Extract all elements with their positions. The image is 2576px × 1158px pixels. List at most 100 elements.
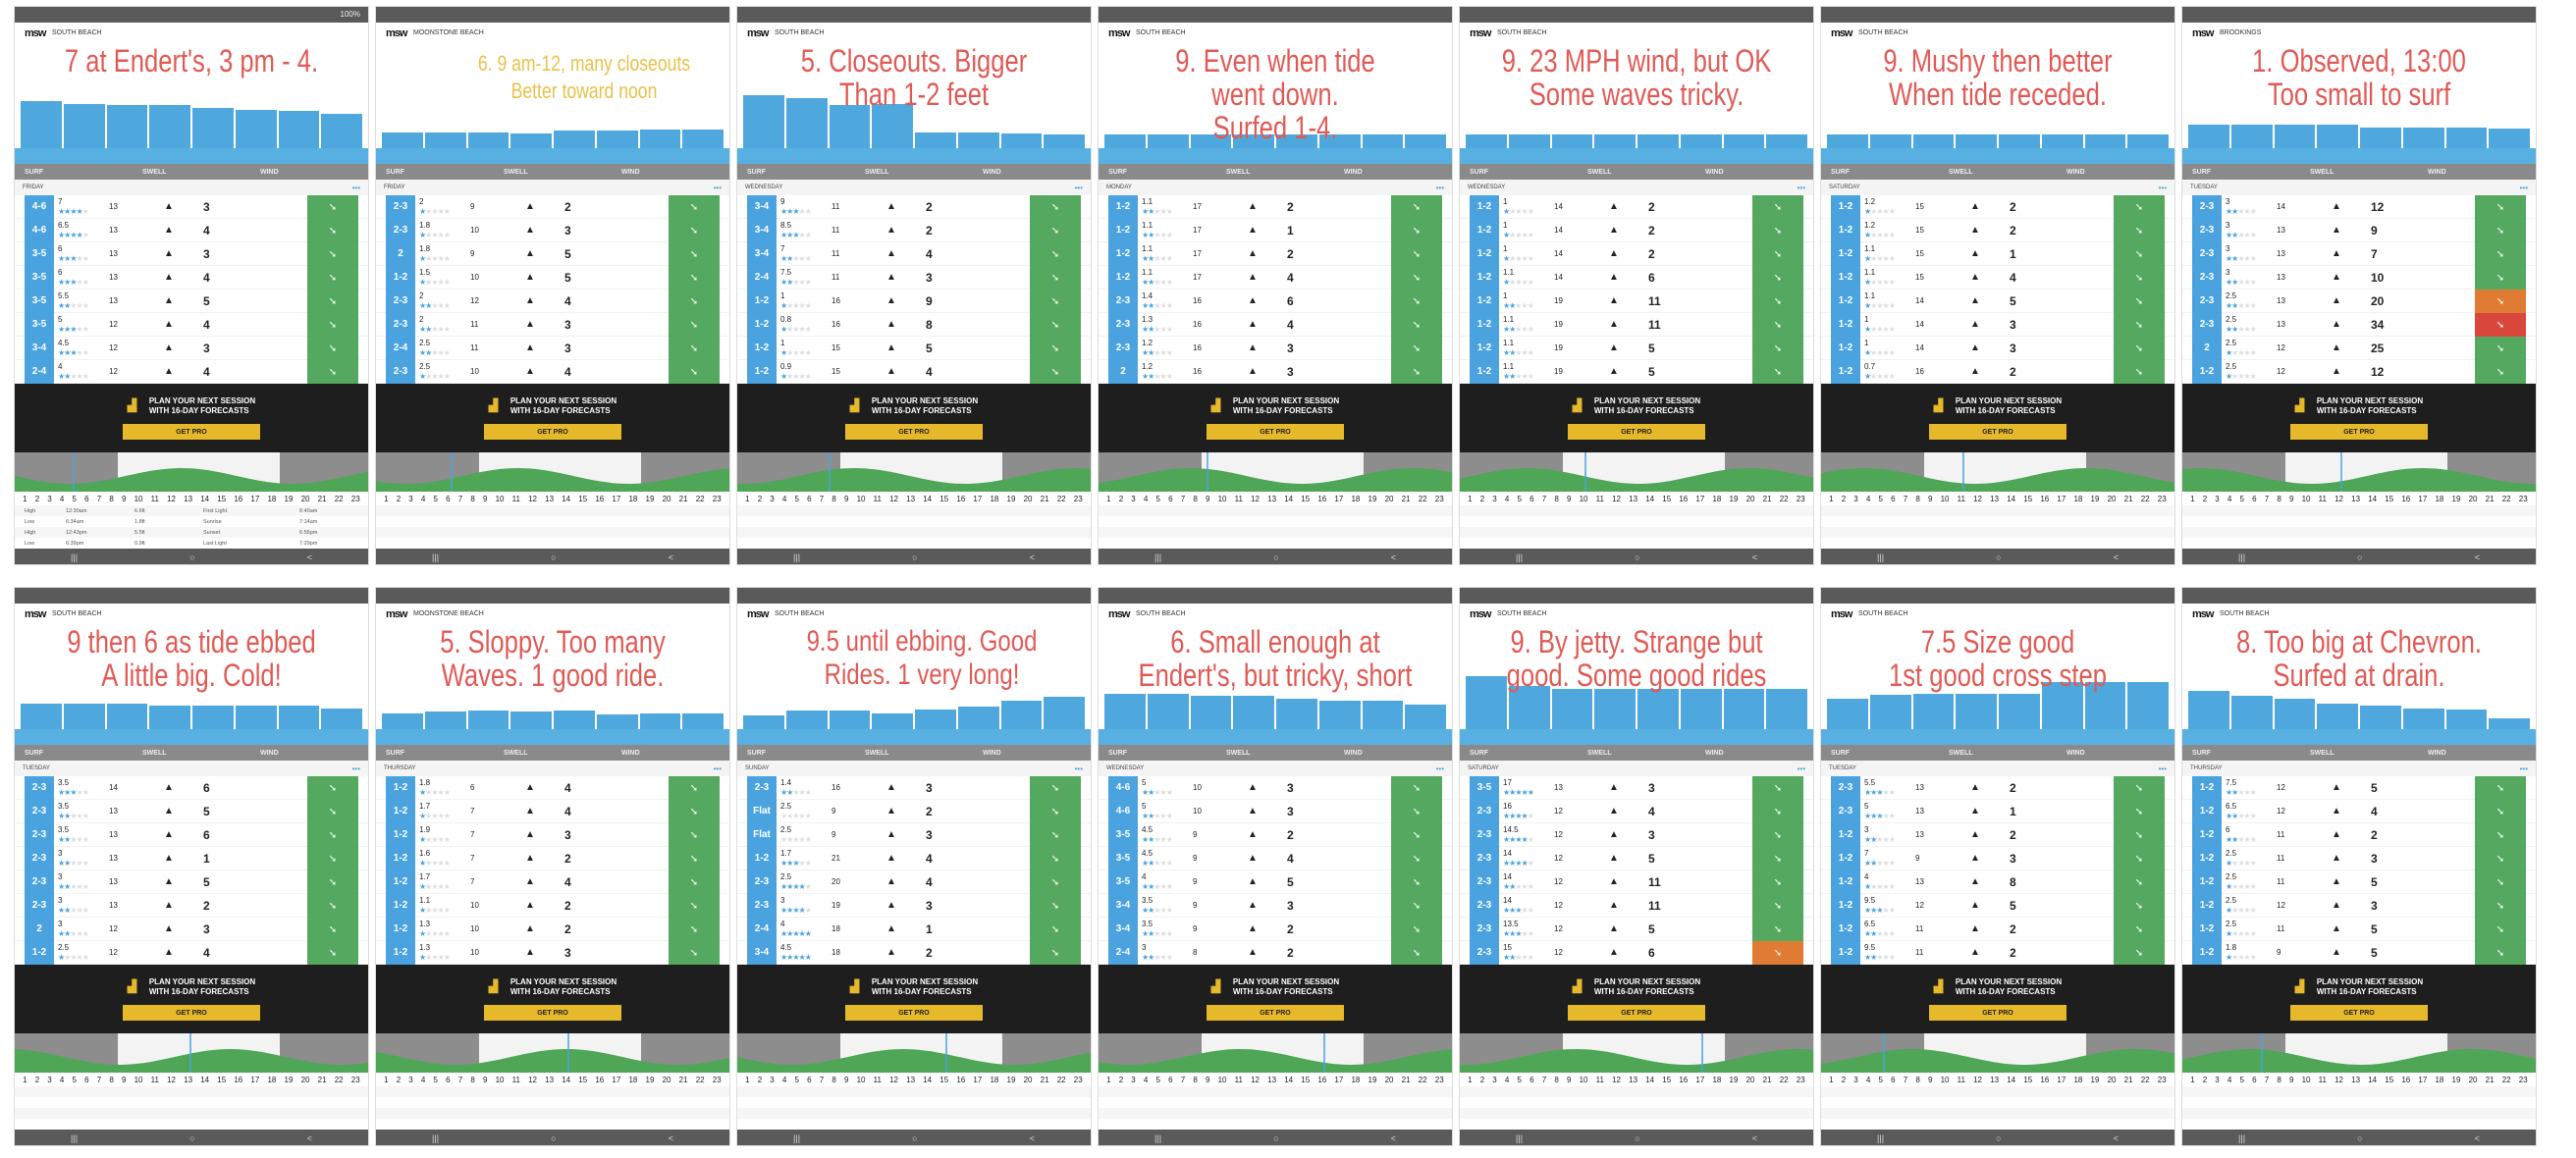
forecast-row[interactable]: 1-2 2.5 ★★★★★ 11 ▲ 5 ➘ — [2182, 917, 2536, 941]
back-button[interactable]: < — [1751, 1133, 1757, 1143]
surf-bar[interactable] — [1405, 704, 1446, 729]
surf-bar[interactable] — [1827, 698, 1868, 729]
recent-apps-button[interactable]: ||| — [1877, 1133, 1885, 1143]
surf-bar[interactable] — [21, 703, 62, 729]
forecast-row[interactable]: 1-2 1.1 ★★★★★ 14 ▲ 5 ➘ — [1821, 289, 2174, 313]
surf-bar[interactable] — [149, 706, 190, 729]
surf-bar[interactable] — [2489, 717, 2530, 729]
back-button[interactable]: < — [2474, 1133, 2480, 1143]
surf-bar[interactable] — [1190, 696, 1232, 729]
forecast-row[interactable]: 3-5 4 ★★★★★ 9 ▲ 5 ➘ — [1099, 869, 1452, 894]
surf-bar[interactable] — [1869, 694, 1911, 729]
home-button[interactable]: ○ — [912, 1133, 918, 1143]
surf-bar[interactable] — [1233, 134, 1274, 148]
surf-bar[interactable] — [785, 97, 828, 148]
forecast-row[interactable]: 3-5 4.5 ★★★★★ 9 ▲ 2 ➘ — [1099, 822, 1452, 847]
surf-bar[interactable] — [63, 703, 105, 729]
forecast-row[interactable]: 1-2 1 ★★★★★ 14 ▲ 3 ➘ — [1821, 336, 2174, 360]
forecast-row[interactable]: 1-2 1 ★★★★★ 14 ▲ 2 ➘ — [1460, 241, 1813, 266]
get-pro-button[interactable]: GET PRO — [2290, 1005, 2428, 1021]
back-button[interactable]: < — [306, 553, 312, 562]
surf-bar[interactable] — [2084, 134, 2126, 148]
forecast-row[interactable]: 1-2 1.6 ★★★★★ 7 ▲ 2 ➘ — [376, 846, 729, 870]
get-pro-button[interactable]: GET PRO — [845, 1005, 983, 1021]
forecast-row[interactable]: 1-2 1.9 ★★★★★ 7 ▲ 3 ➘ — [376, 822, 729, 847]
more-options-icon[interactable]: ••• — [1074, 183, 1083, 192]
surf-bar[interactable] — [1869, 134, 1911, 148]
surf-bar[interactable] — [1362, 701, 1404, 729]
forecast-row[interactable]: 2-3 3 ★★★★★ 14 ▲ 12 ➘ — [2182, 194, 2536, 219]
surf-bar[interactable] — [639, 130, 681, 148]
surf-bar[interactable] — [424, 711, 466, 729]
forecast-row[interactable]: 1-2 0.9 ★★★★★ 15 ▲ 4 ➘ — [737, 359, 1091, 384]
back-button[interactable]: < — [668, 1133, 673, 1143]
surf-bar[interactable] — [1318, 134, 1361, 148]
surf-bar[interactable] — [192, 706, 234, 729]
forecast-row[interactable]: 2-3 2.5 ★★★★★ 13 ▲ 34 ➘ — [2182, 312, 2536, 337]
forecast-row[interactable]: 1-2 1 ★★★★★ 14 ▲ 2 ➘ — [1460, 218, 1813, 242]
forecast-row[interactable]: 2-3 3.5 ★★★★★ 13 ▲ 5 ➘ — [15, 799, 368, 823]
forecast-row[interactable]: 2-3 3.5 ★★★★★ 13 ▲ 6 ➘ — [15, 822, 368, 847]
more-options-icon[interactable]: ••• — [2519, 763, 2528, 773]
forecast-row[interactable]: 1-2 6 ★★★★★ 11 ▲ 2 ➘ — [2182, 822, 2536, 847]
forecast-row[interactable]: 1-2 1.7 ★★★★★ 7 ▲ 4 ➘ — [376, 869, 729, 894]
forecast-row[interactable]: 1-2 1 ★★★★★ 15 ▲ 5 ➘ — [737, 336, 1091, 360]
surf-bar[interactable] — [1637, 688, 1679, 729]
surf-bar[interactable] — [829, 105, 871, 148]
forecast-row[interactable]: 3-4 4.5 ★★★★★ 12 ▲ 3 ➘ — [15, 336, 368, 360]
forecast-row[interactable]: 1-2 1.8 ★★★★★ 6 ▲ 4 ➘ — [376, 775, 729, 800]
forecast-row[interactable]: 2-3 14 ★★★★★ 12 ▲ 11 ➘ — [1460, 893, 1813, 918]
home-button[interactable]: ○ — [2357, 553, 2363, 562]
surf-bar[interactable] — [2084, 682, 2126, 729]
forecast-row[interactable]: 3-5 5.5 ★★★★★ 13 ▲ 5 ➘ — [15, 289, 368, 313]
back-button[interactable]: < — [2474, 553, 2480, 562]
surf-bar[interactable] — [1999, 693, 2040, 729]
back-button[interactable]: < — [668, 553, 673, 562]
recent-apps-button[interactable]: ||| — [1877, 553, 1885, 562]
back-button[interactable]: < — [1029, 1133, 1035, 1143]
get-pro-button[interactable]: GET PRO — [845, 424, 983, 440]
surf-bar[interactable] — [510, 132, 552, 148]
home-button[interactable]: ○ — [1635, 553, 1640, 562]
surf-bar[interactable] — [2360, 706, 2401, 729]
surf-bar[interactable] — [424, 132, 466, 148]
surf-bar[interactable] — [957, 132, 999, 148]
home-button[interactable]: ○ — [1635, 1133, 1640, 1143]
surf-bar[interactable] — [510, 711, 552, 729]
forecast-row[interactable]: 2-3 3 ★★★★★ 13 ▲ 5 ➘ — [15, 869, 368, 894]
surf-bar[interactable] — [1912, 693, 1955, 729]
surf-bar[interactable] — [1276, 134, 1317, 148]
get-pro-button[interactable]: GET PRO — [1568, 424, 1705, 440]
more-options-icon[interactable]: ••• — [2158, 763, 2167, 773]
forecast-row[interactable]: 1-2 1.7 ★★★★★ 7 ▲ 4 ➘ — [376, 799, 729, 823]
forecast-row[interactable]: 1-2 7.5 ★★★★★ 12 ▲ 5 ➘ — [2182, 775, 2536, 800]
surf-bar[interactable] — [2041, 682, 2083, 729]
surf-bar[interactable] — [2188, 691, 2229, 729]
back-button[interactable]: < — [1390, 1133, 1396, 1143]
forecast-row[interactable]: 1-2 1.1 ★★★★★ 17 ▲ 4 ➘ — [1099, 265, 1452, 290]
surf-bar[interactable] — [1000, 701, 1043, 729]
recent-apps-button[interactable]: ||| — [2238, 553, 2246, 562]
more-options-icon[interactable]: ••• — [351, 763, 360, 773]
home-button[interactable]: ○ — [551, 553, 557, 562]
recent-apps-button[interactable]: ||| — [1516, 553, 1524, 562]
get-pro-button[interactable]: GET PRO — [123, 424, 260, 440]
forecast-row[interactable]: 3-4 3.5 ★★★★★ 9 ▲ 3 ➘ — [1099, 893, 1452, 918]
forecast-row[interactable]: 1-2 2.5 ★★★★★ 11 ▲ 5 ➘ — [2182, 869, 2536, 894]
surf-bar[interactable] — [596, 131, 638, 148]
get-pro-button[interactable]: GET PRO — [1568, 1005, 1705, 1021]
surf-bar[interactable] — [2317, 703, 2358, 729]
surf-bar[interactable] — [1405, 134, 1446, 148]
more-options-icon[interactable]: ••• — [2158, 183, 2167, 192]
recent-apps-button[interactable]: ||| — [793, 1133, 801, 1143]
forecast-row[interactable]: 2-3 2 ★★★★★ 12 ▲ 4 ➘ — [376, 289, 729, 313]
forecast-row[interactable]: 2-3 13.5 ★★★★★ 12 ▲ 5 ➘ — [1460, 917, 1813, 941]
forecast-row[interactable]: 1-2 1.1 ★★★★★ 15 ▲ 4 ➘ — [1821, 265, 2174, 290]
surf-bar[interactable] — [2445, 709, 2488, 729]
forecast-row[interactable]: 1-2 9.5 ★★★★★ 12 ▲ 5 ➘ — [1821, 893, 2174, 918]
surf-bar[interactable] — [106, 105, 148, 148]
surf-bar[interactable] — [2402, 127, 2444, 148]
surf-bar[interactable] — [1147, 134, 1189, 148]
home-button[interactable]: ○ — [189, 1133, 195, 1143]
forecast-row[interactable]: 1-2 1.1 ★★★★★ 17 ▲ 2 ➘ — [1099, 241, 1452, 266]
